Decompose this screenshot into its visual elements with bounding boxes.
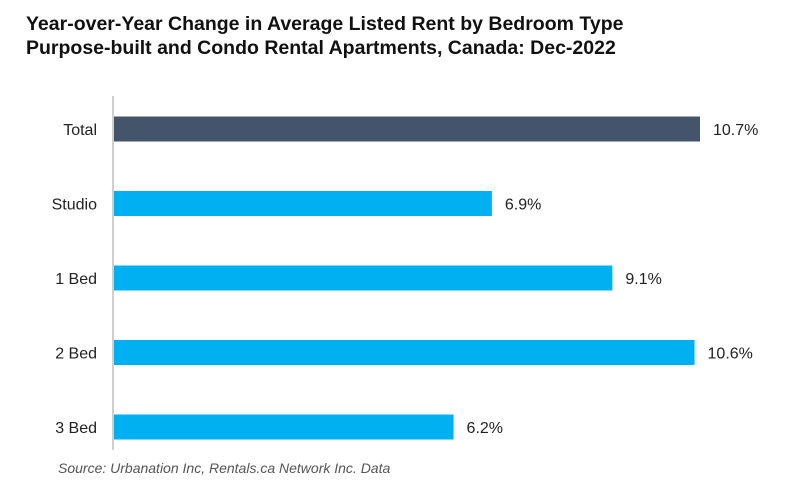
value-label: 6.9%	[505, 197, 541, 214]
bar-total	[114, 116, 700, 142]
chart-title: Year-over-Year Change in Average Listed …	[26, 13, 624, 35]
category-label: Total	[63, 122, 97, 139]
source-note: Source: Urbanation Inc, Rentals.ca Netwo…	[58, 460, 391, 476]
bar-studio	[114, 191, 492, 216]
bar-3-bed	[114, 414, 454, 440]
chart-subtitle: Purpose-built and Condo Rental Apartment…	[26, 37, 616, 59]
value-label: 6.2%	[467, 420, 503, 437]
category-label: 3 Bed	[55, 420, 97, 437]
category-label: 2 Bed	[55, 346, 97, 363]
value-label: 10.6%	[708, 346, 753, 363]
chart-title-block: Year-over-Year Change in Average Listed …	[26, 12, 623, 60]
category-label: 1 Bed	[55, 271, 97, 288]
bar-1-bed	[114, 265, 613, 291]
bar-2-bed	[114, 340, 695, 365]
value-label: 9.1%	[625, 271, 661, 288]
category-label: Studio	[52, 197, 97, 214]
value-label: 10.7%	[713, 122, 758, 139]
